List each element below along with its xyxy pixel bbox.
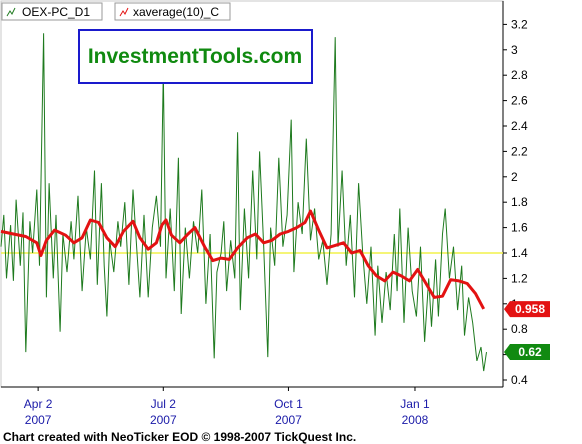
y-tick-label: 2.2	[511, 144, 528, 158]
x-tick-year: 2008	[402, 413, 429, 427]
footer-credit: Chart created with NeoTicker EOD © 1998-…	[3, 430, 356, 444]
value-badge	[504, 344, 550, 361]
value-badge-label: 0.62	[518, 345, 542, 359]
watermark-box	[78, 29, 313, 84]
watermark-text: InvestmentTools.com	[88, 45, 302, 68]
x-tick-year: 2007	[275, 413, 302, 427]
y-tick-label: 0.8	[511, 322, 528, 336]
legend-label-2: xaverage(10)_C	[133, 5, 219, 19]
series-line-xaverage	[0, 209, 486, 310]
x-axis: Apr 2 2007 Jul 2 2007 Oct 1 2007 Jan 1 2008	[24, 387, 430, 427]
x-tick-label: Jan 1	[400, 397, 430, 411]
legend: OEX-PC_D1 xaverage(10)_C	[1, 2, 231, 21]
legend-label-1: OEX-PC_D1	[22, 5, 90, 19]
series-line-oex-pc	[0, 33, 487, 372]
x-tick-label: Apr 2	[24, 397, 53, 411]
value-badge-label: 0.958	[515, 302, 545, 316]
y-tick-label: 2.6	[511, 94, 528, 108]
y-tick-label: 1.8	[511, 195, 528, 209]
y-tick-label: 1.4	[511, 246, 528, 260]
x-tick-label: Jul 2	[151, 397, 177, 411]
value-badge	[504, 301, 550, 318]
value-badges: 0.958 0.62	[504, 301, 550, 361]
y-tick-label: 2	[511, 170, 518, 184]
x-tick-label: Oct 1	[274, 397, 303, 411]
line-chart-icon	[6, 7, 16, 17]
watermark: InvestmentTools.com	[78, 29, 313, 84]
line-chart-icon	[119, 7, 129, 17]
y-tick-label: 2.8	[511, 68, 528, 82]
legend-box-2[interactable]	[114, 2, 231, 21]
x-tick-year: 2007	[25, 413, 52, 427]
y-tick-label: 3	[511, 43, 518, 57]
y-tick-label: 2.4	[511, 119, 528, 133]
y-tick-label: 1.2	[511, 271, 528, 285]
legend-box-1[interactable]	[1, 2, 103, 21]
series-group	[0, 33, 487, 372]
y-axis: 0.40.60.811.21.41.61.822.22.42.62.833.2	[503, 17, 528, 387]
y-tick-label: 1.6	[511, 221, 528, 235]
x-tick-year: 2007	[150, 413, 177, 427]
y-tick-label: 3.2	[511, 17, 528, 31]
y-tick-label: 0.4	[511, 373, 528, 387]
